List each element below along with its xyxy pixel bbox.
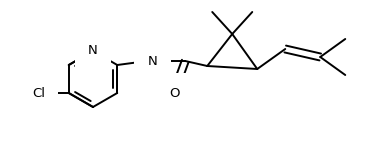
Text: N: N <box>147 55 157 67</box>
Text: O: O <box>169 86 179 99</box>
Text: H: H <box>151 49 159 59</box>
Text: Cl: Cl <box>32 86 45 99</box>
Text: N: N <box>88 43 98 57</box>
